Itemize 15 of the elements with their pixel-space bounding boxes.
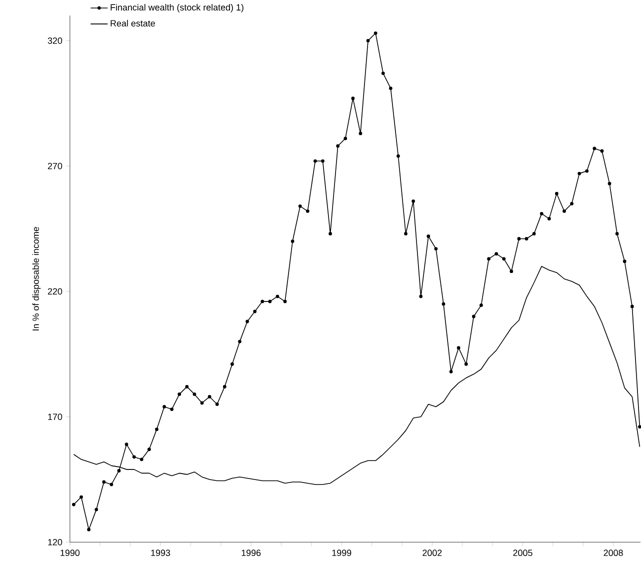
x-tick-label: 1993 [151,550,170,556]
x-tick-label: 1999 [332,550,352,556]
x-tick-label: 2002 [422,550,442,556]
x-tick-label: 2005 [513,550,532,556]
legend-label: Real estate [110,20,155,26]
x-tick-label: 1996 [242,550,261,556]
y-tick-label: 220 [48,288,62,295]
y-axis-title: In % of disposable income [32,226,41,330]
x-tick-label: 1990 [60,550,80,556]
y-tick-label: 320 [48,37,62,44]
x-tick-label: 2008 [604,550,623,556]
y-tick-label: 170 [48,414,62,420]
y-tick-label: 120 [48,538,62,546]
legend-label: Financial wealth (stock related) 1) [110,4,244,12]
y-tick-label: 270 [48,162,62,170]
